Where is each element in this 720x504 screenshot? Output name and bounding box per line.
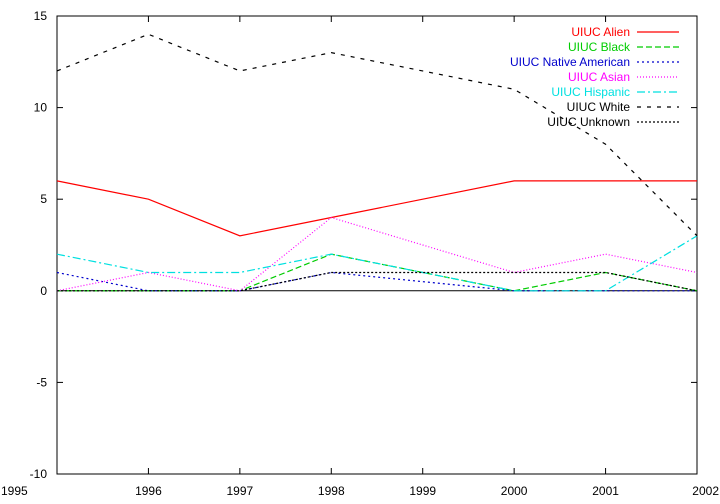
x-tick-label: 1999: [409, 484, 436, 498]
x-axis: 1995 1996 1997 1998 1999 2000 2001 2002: [1, 16, 719, 498]
series-line-uiuc-hispanic: [56, 235, 698, 292]
legend-label: UIUC Unknown: [547, 115, 630, 129]
series-line-uiuc-native-american: [56, 271, 697, 292]
legend-label: UIUC Native American: [510, 55, 630, 69]
x-tick-label: 1996: [135, 484, 162, 498]
legend-label: UIUC Hispanic: [551, 85, 630, 99]
series-line-uiuc-unknown: [57, 271, 698, 292]
x-tick-label: 2000: [501, 484, 528, 498]
x-tick-label: 1998: [318, 484, 345, 498]
x-tick-label: 2001: [592, 484, 619, 498]
y-axis: -10 -5 0 5 10 15: [30, 9, 697, 481]
plot-area-frame: [56, 15, 698, 475]
legend-label: UIUC Black: [568, 40, 631, 54]
x-tick-label: 2002: [692, 484, 719, 498]
series-line-uiuc-asian: [56, 216, 698, 292]
x-tick-label: 1997: [227, 484, 254, 498]
y-tick-label: 5: [40, 192, 47, 206]
x-tick-label: 1995: [1, 484, 28, 498]
legend-label: UIUC Asian: [568, 70, 630, 84]
y-tick-label: 10: [34, 101, 48, 115]
y-tick-label: 15: [34, 9, 48, 23]
y-tick-label: 0: [40, 284, 47, 298]
legend-label: UIUC Alien: [571, 25, 630, 39]
y-tick-label: -5: [36, 375, 47, 389]
series-line-uiuc-alien: [56, 180, 697, 237]
y-tick-label: -10: [30, 467, 48, 481]
legend-label: UIUC White: [567, 100, 631, 114]
series-layer: [56, 33, 698, 292]
